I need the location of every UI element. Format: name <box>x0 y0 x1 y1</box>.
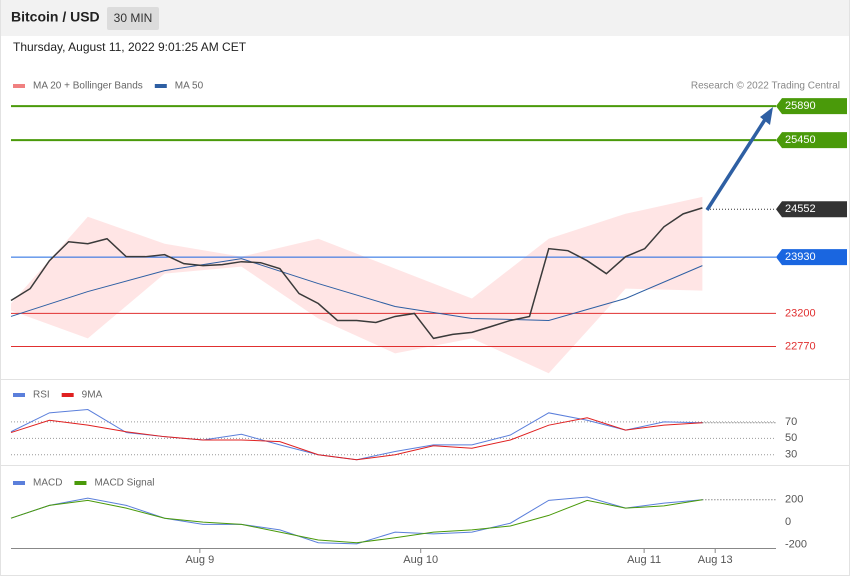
y-tick-label: 0 <box>785 516 791 528</box>
indicator-line <box>10 499 703 544</box>
arrow-head <box>760 107 773 125</box>
legend-swatch <box>13 481 25 485</box>
x-tick-label: Aug 11 <box>627 554 661 566</box>
y-tick-label: -200 <box>785 538 807 550</box>
legend-swatch <box>61 393 74 397</box>
price-line <box>10 207 703 340</box>
x-tick-label: Aug 10 <box>403 554 438 566</box>
bollinger-band <box>11 196 703 374</box>
interval-label[interactable]: 30 MIN <box>114 11 153 25</box>
legend-swatch <box>74 481 87 485</box>
legend-swatch <box>154 84 167 88</box>
ma50-line <box>10 258 703 321</box>
legend-label: 9MA <box>82 390 103 401</box>
y-tick-label: 30 <box>785 449 797 461</box>
legend-swatch <box>13 84 25 88</box>
indicator-line <box>10 496 703 545</box>
legend-label: MA 20 + Bollinger Bands <box>33 81 143 92</box>
legend-label: RSI <box>33 390 50 401</box>
indicator-line <box>10 409 703 461</box>
legend-label: MACD <box>33 478 62 489</box>
level-label: 25450 <box>785 134 816 146</box>
level-tag <box>776 249 847 266</box>
level-tag <box>776 132 847 149</box>
level-label: 22770 <box>785 340 816 352</box>
y-tick-label: 200 <box>785 494 803 506</box>
y-tick-label: 50 <box>785 432 797 444</box>
x-tick-label: Aug 9 <box>185 554 214 566</box>
level-label: 25890 <box>785 100 816 112</box>
indicator-line <box>10 417 703 461</box>
instrument-title: Bitcoin / USD <box>11 9 100 25</box>
level-tag <box>776 98 847 115</box>
y-tick-label: 70 <box>785 416 797 428</box>
legend-label: MACD Signal <box>94 478 154 489</box>
x-tick-label: Aug 13 <box>698 554 733 566</box>
interval-badge[interactable] <box>107 7 159 30</box>
level-label: 23930 <box>785 251 816 263</box>
timestamp: Thursday, August 11, 2022 9:01:25 AM CET <box>13 40 247 54</box>
level-tag <box>776 201 847 218</box>
attribution: Research © 2022 Trading Central <box>691 81 840 92</box>
plot-layer: 25890 25450 24552 23930 23200 22770 MA 20 + Bo… <box>10 81 847 566</box>
level-label: 23200 <box>785 307 816 319</box>
legend-label: MA 50 <box>175 81 204 92</box>
legend-swatch <box>13 393 25 397</box>
level-label: 24552 <box>785 203 816 215</box>
projection-arrow <box>705 117 768 211</box>
